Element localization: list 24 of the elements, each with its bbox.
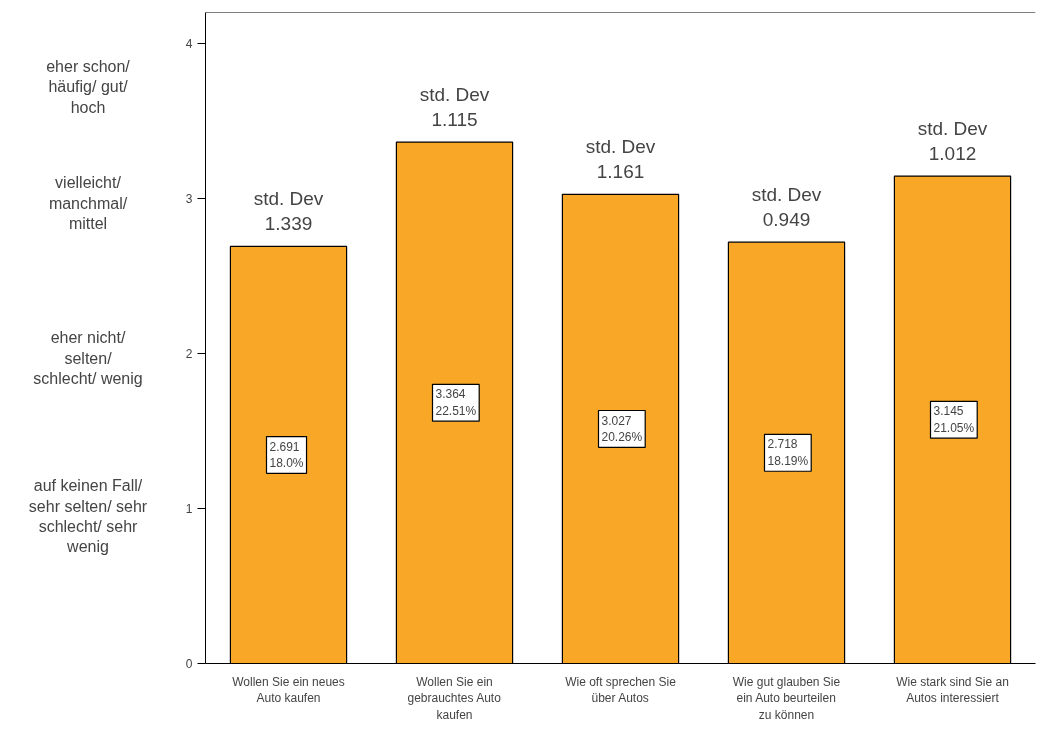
y-tick-label: 1 bbox=[185, 502, 193, 516]
annotation: std. Dev 1.161 bbox=[585, 136, 656, 183]
annotation: std. Dev 0.949 bbox=[751, 184, 822, 231]
y-tick-label: 4 bbox=[185, 37, 193, 51]
y-tick-label: 3 bbox=[185, 192, 193, 206]
x-tick-label: Wollen Sie ein neues Auto kaufen bbox=[232, 674, 345, 706]
annotation: std. Dev 1.115 bbox=[419, 83, 490, 131]
x-tick-label: Wie stark sind Sie an Autos interessiert bbox=[896, 674, 1009, 706]
data-label: 2.718 18.19% bbox=[767, 437, 809, 469]
text: auf keinen Fall/ sehr selten/ sehr schlecht/ sehr wenig bbox=[28, 477, 148, 556]
x-tick-label: Wie oft sprechen Sie über Autos bbox=[565, 674, 677, 706]
x-tick-label: Wie gut glauben Sie ein Auto beurteilen zu können bbox=[732, 674, 841, 723]
annotation: std. Dev 1.339 bbox=[253, 188, 324, 235]
data-label: 3.364 22.51% bbox=[435, 387, 477, 419]
y-tick-label: 0 bbox=[185, 657, 193, 671]
data-label: 2.691 18.0% bbox=[269, 439, 304, 471]
text: vielleicht/ manchmal/ mittel bbox=[48, 174, 128, 233]
text: eher schon/ häufig/ gut/ hoch bbox=[46, 58, 131, 116]
y-tick-label: 2 bbox=[185, 347, 193, 361]
annotation: std. Dev 1.012 bbox=[917, 117, 988, 165]
x-tick-label: Wollen Sie ein gebrauchtes Auto kaufen bbox=[407, 674, 502, 723]
data-label: 3.027 20.26% bbox=[601, 413, 643, 445]
text: eher nicht/ selten/ schlecht/ wenig bbox=[33, 329, 143, 388]
data-label: 3.145 21.05% bbox=[933, 404, 975, 436]
